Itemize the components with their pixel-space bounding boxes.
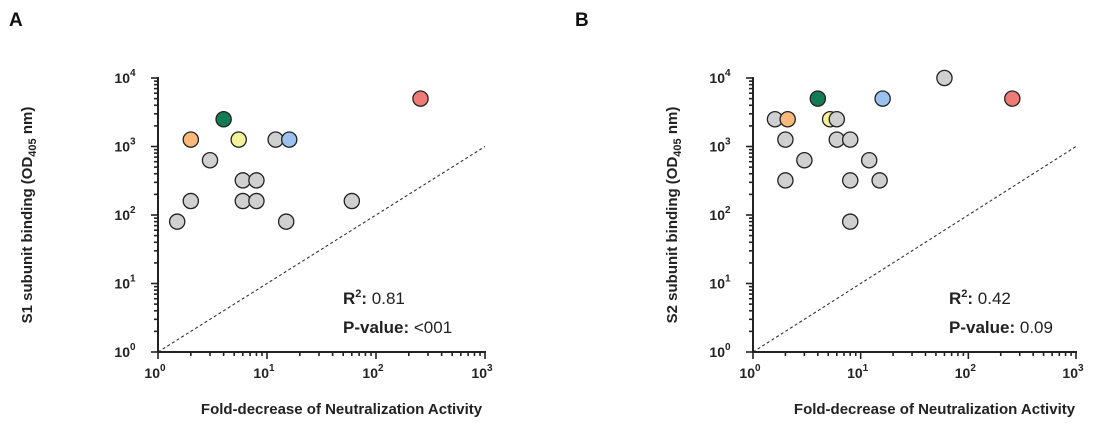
data-point	[796, 151, 813, 169]
x-tick-label: 101	[847, 363, 869, 381]
reference-line	[157, 146, 486, 353]
scatter-chart-s2: 100 101 102 103 100 101 102 103 104 Fold-decrease…	[664, 68, 1084, 418]
x-tick-label: 101	[253, 363, 275, 381]
panel-a: A 100 101 102 103 100 101 102 103 104 Fold-decrea…	[9, 10, 493, 418]
data-point	[936, 69, 953, 87]
data-point	[248, 172, 265, 189]
data-point	[828, 110, 846, 128]
data-point	[234, 172, 252, 189]
panel-label: B	[575, 10, 589, 31]
y-axis-title: S1 subunit binding (OD405 nm)	[19, 107, 39, 324]
data-point	[1004, 90, 1021, 107]
data-point	[230, 131, 247, 148]
data-point	[215, 110, 232, 128]
y-tick-label: 100	[709, 342, 731, 360]
r-squared-text: R2: 0.81	[343, 288, 405, 308]
panel-b: B 100 101 102 103 100 101 102 103 104 Fold-decrea…	[558, 0, 1116, 432]
x-axis-title: Fold-decrease of Neutralization Activity	[794, 401, 1076, 418]
data-point	[343, 192, 361, 210]
data-point	[777, 131, 794, 148]
data-point	[182, 192, 200, 210]
y-tick-label: 100	[114, 342, 136, 360]
p-value-text: P-value: <001	[343, 318, 452, 337]
data-point	[182, 131, 200, 148]
data-point	[777, 172, 794, 189]
y-tick-label: 104	[709, 68, 731, 86]
y-tick-label: 104	[114, 68, 136, 86]
y-tick-label: 102	[114, 205, 136, 223]
data-point	[248, 192, 265, 210]
data-point	[841, 172, 859, 189]
r-squared-text: R2: 0.42	[949, 288, 1011, 308]
x-tick-label: 103	[471, 363, 493, 381]
data-point	[809, 90, 827, 107]
y-tick-label: 101	[709, 274, 731, 292]
data-point	[841, 213, 859, 230]
panel-label: A	[9, 10, 23, 31]
data-point	[871, 172, 888, 189]
x-tick-label: 103	[1062, 363, 1084, 381]
y-tick-label: 103	[114, 137, 136, 155]
data-point	[841, 131, 859, 148]
data-point	[277, 213, 295, 230]
y-tick-label: 103	[709, 137, 731, 155]
x-axis-title: Fold-decrease of Neutralization Activity	[201, 401, 483, 418]
x-tick-label: 100	[144, 363, 166, 381]
data-point	[267, 131, 284, 148]
y-axis-title: S2 subunit binding (OD405 nm)	[664, 107, 684, 324]
data-point	[779, 110, 796, 128]
y-tick-label: 101	[114, 274, 136, 292]
reference-line	[752, 146, 1077, 353]
data-point	[412, 90, 429, 107]
x-tick-label: 102	[362, 363, 384, 381]
y-tick-label: 102	[709, 205, 731, 223]
x-tick-label: 100	[739, 363, 761, 381]
scatter-chart-s1: 100 101 102 103 100 101 102 103 104 Fold-decrease…	[19, 68, 493, 418]
x-tick-label: 102	[955, 363, 977, 381]
data-point	[860, 151, 878, 169]
p-value-text: P-value: 0.09	[949, 318, 1053, 337]
data-point	[168, 213, 186, 230]
data-point	[280, 131, 298, 148]
data-point	[201, 151, 219, 169]
data-point	[874, 90, 891, 107]
data-point	[234, 192, 252, 210]
